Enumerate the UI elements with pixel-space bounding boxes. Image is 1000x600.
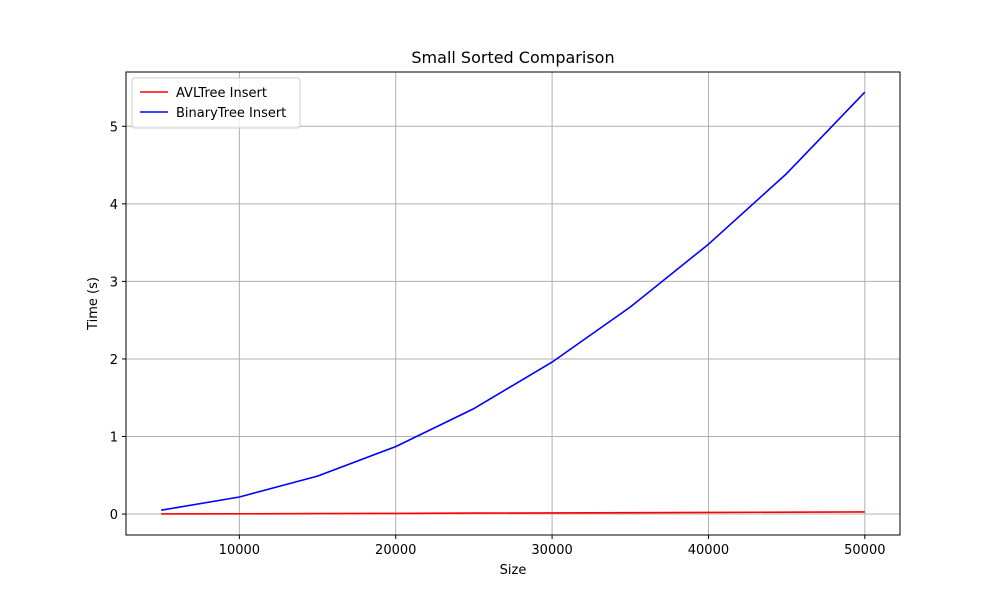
y-tick-label: 1 bbox=[110, 431, 118, 446]
series-lines bbox=[161, 91, 866, 515]
x-tick-label: 30000 bbox=[531, 543, 572, 558]
x-tick-label: 40000 bbox=[688, 543, 729, 558]
chart-title: Small Sorted Comparison bbox=[411, 48, 614, 67]
y-tick-label: 2 bbox=[110, 353, 118, 368]
ticks: 10000 20000 30000 40000 50000 0 1 2 3 4 5 bbox=[110, 120, 886, 558]
series-line-1 bbox=[161, 511, 865, 515]
series-line-2 bbox=[161, 91, 866, 511]
x-axis-label: Size bbox=[500, 563, 527, 578]
legend-entry: AVLTree Insert bbox=[176, 86, 267, 101]
legend-box bbox=[131, 77, 301, 129]
x-tick-label: 10000 bbox=[219, 543, 260, 558]
y-tick-label: 3 bbox=[110, 275, 118, 290]
y-tick-label: 5 bbox=[110, 120, 118, 135]
y-tick-label: 4 bbox=[110, 198, 118, 213]
grid bbox=[126, 72, 900, 535]
x-tick-label: 50000 bbox=[844, 543, 885, 558]
x-tick-label: 20000 bbox=[375, 543, 416, 558]
y-tick-label: 0 bbox=[110, 508, 118, 523]
y-axis-label: Time (s) bbox=[86, 277, 101, 331]
plot-frame bbox=[125, 71, 901, 536]
legend: AVLTree Insert BinaryTree Insert bbox=[131, 77, 301, 129]
legend-entry: BinaryTree Insert bbox=[176, 106, 286, 121]
